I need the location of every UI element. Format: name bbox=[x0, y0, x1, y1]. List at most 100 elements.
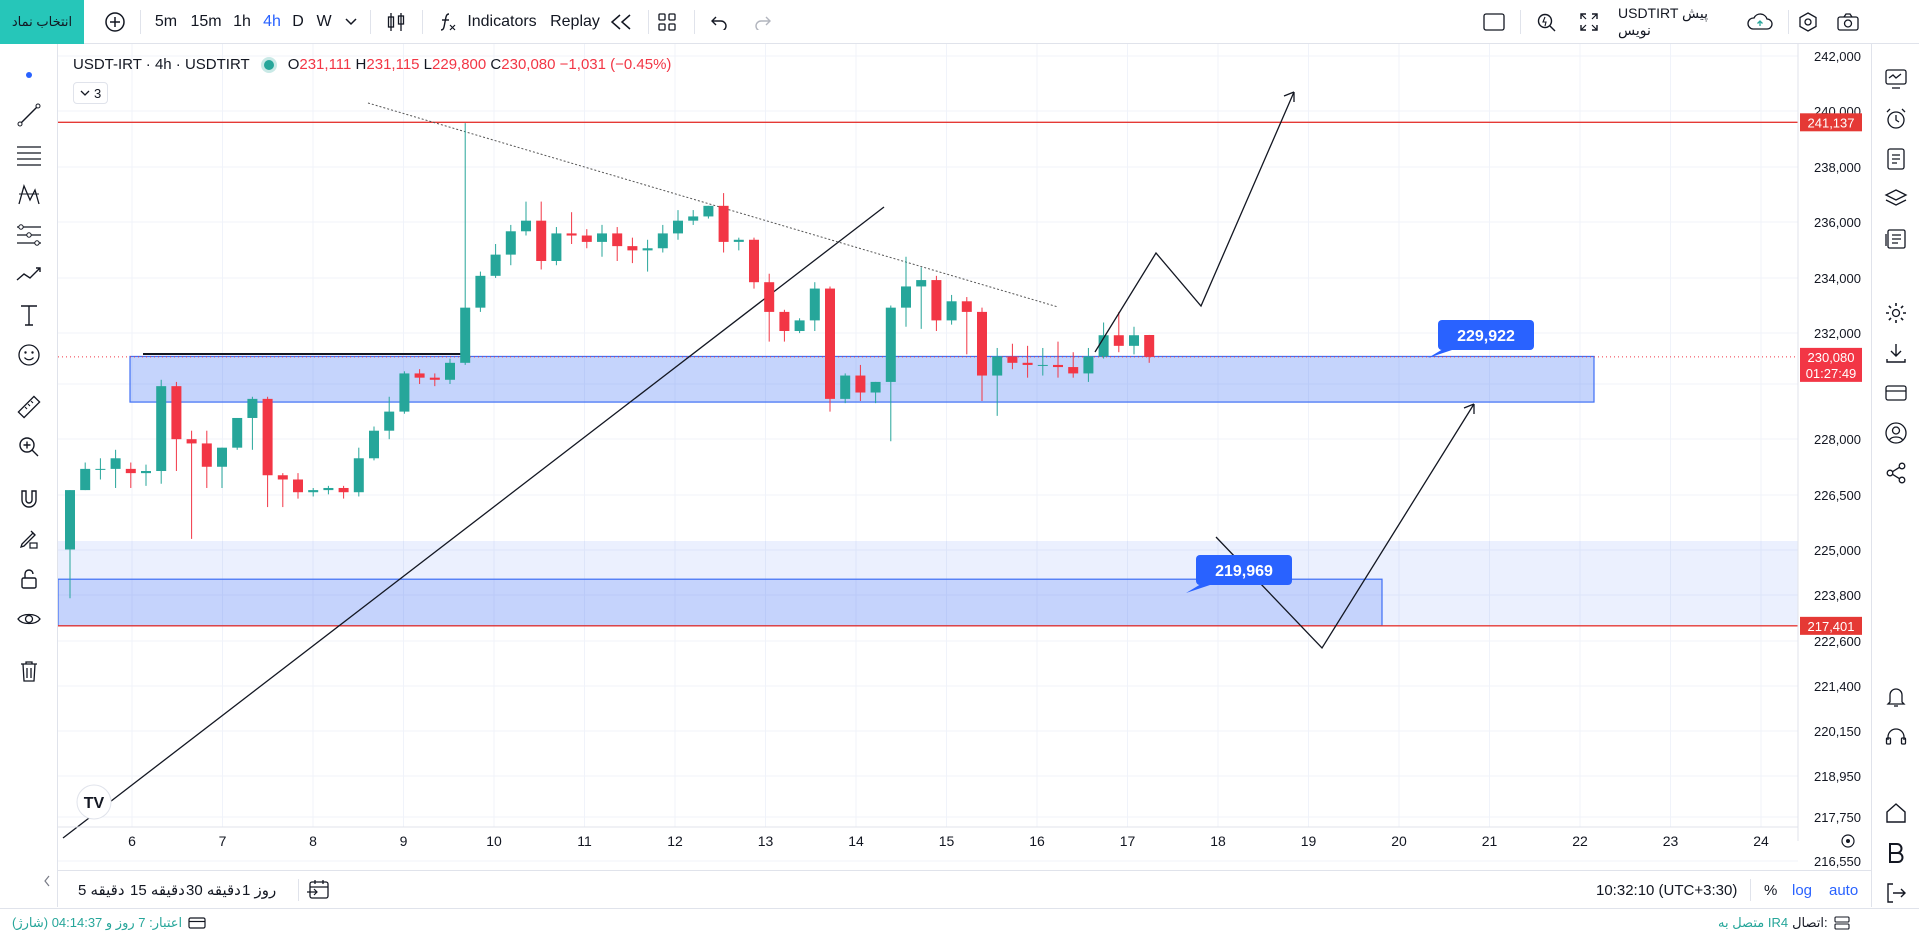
time-tick-label: 18 bbox=[1210, 833, 1226, 849]
text-tool-icon[interactable] bbox=[12, 298, 46, 332]
candle-body bbox=[521, 220, 531, 232]
replay-rewind-icon[interactable] bbox=[606, 0, 636, 44]
current-price-text: 230,080 bbox=[1808, 350, 1855, 365]
logo-badge-icon: TV bbox=[76, 784, 112, 820]
ruler-icon[interactable] bbox=[12, 390, 46, 424]
time-tick-label: 22 bbox=[1572, 833, 1588, 849]
redo-icon[interactable] bbox=[750, 0, 776, 44]
log-scale-toggle[interactable]: log bbox=[1792, 881, 1813, 899]
wallet-icon[interactable] bbox=[1879, 376, 1913, 410]
high-key: H bbox=[355, 56, 367, 73]
magnet-icon[interactable] bbox=[12, 482, 46, 516]
broker-label[interactable]: USDTIRT پیش نویس bbox=[1618, 5, 1709, 38]
timeframe-1h[interactable]: 1h bbox=[233, 13, 251, 30]
undo-icon[interactable] bbox=[706, 0, 732, 44]
gear-icon[interactable] bbox=[1879, 296, 1913, 330]
fx-icon[interactable] bbox=[434, 0, 460, 44]
notes-icon[interactable] bbox=[1879, 142, 1913, 176]
goto-date-icon[interactable] bbox=[306, 871, 332, 909]
candle-body bbox=[688, 216, 699, 221]
price-tick-label: 217,750 bbox=[1814, 810, 1861, 825]
price-chart[interactable]: 229,922219,969244,000242,000240,000238,0… bbox=[58, 44, 1871, 870]
bar-countdown-text: 01:27:49 bbox=[1806, 366, 1857, 381]
candle-body bbox=[110, 458, 121, 469]
range-5-minutes[interactable]: 5 دقیقه bbox=[78, 882, 125, 899]
eye-icon[interactable] bbox=[12, 602, 46, 636]
candle-body bbox=[490, 254, 501, 276]
candle-body bbox=[323, 487, 334, 491]
brand-b-icon[interactable] bbox=[1879, 836, 1913, 870]
timeframe-4h[interactable]: 4h bbox=[263, 13, 281, 30]
current-price-tag bbox=[1800, 347, 1862, 382]
timeframe-15m[interactable]: 15m bbox=[190, 13, 222, 30]
high-value: 231,115 bbox=[366, 56, 420, 73]
range-1-day[interactable]: 1 روز bbox=[242, 882, 277, 899]
quick-search-icon[interactable] bbox=[1532, 0, 1560, 44]
lock-icon[interactable] bbox=[12, 562, 46, 596]
chevron-down-icon[interactable] bbox=[342, 0, 360, 44]
chart-pane[interactable]: 229,922219,969244,000242,000240,000238,0… bbox=[58, 44, 1871, 907]
alarm-clock-icon[interactable] bbox=[1879, 102, 1913, 136]
symbol-search-button[interactable]: انتخاب نماد bbox=[0, 0, 84, 44]
fullscreen-square-icon[interactable] bbox=[1480, 0, 1508, 44]
indicators-button[interactable]: Indicators bbox=[467, 13, 537, 30]
candle-body bbox=[1113, 335, 1124, 346]
fib-tools-icon[interactable] bbox=[12, 218, 46, 252]
time-axis: 6 7 8 9 10 11 12 13 14 15 16 17 18 19 20 21 22 23 24 bbox=[58, 826, 1855, 849]
pattern-icon[interactable] bbox=[12, 178, 46, 212]
support-headset-icon[interactable] bbox=[1879, 720, 1913, 754]
notifications-bell-icon[interactable] bbox=[1879, 680, 1913, 714]
timeframe-d[interactable]: D bbox=[292, 13, 304, 30]
callout-box bbox=[1196, 555, 1292, 585]
symbol-title[interactable]: USDT-IRT · 4h · USDTIRT bbox=[73, 56, 250, 73]
price-tick-label: 242,000 bbox=[1814, 49, 1861, 64]
candle bbox=[901, 256, 911, 327]
divider bbox=[1750, 871, 1751, 909]
clock-timezone[interactable]: 10:32:10 (UTC+3:30) bbox=[1596, 881, 1738, 899]
cursor-dot-icon[interactable] bbox=[12, 58, 46, 92]
camera-icon[interactable] bbox=[1834, 0, 1862, 44]
candle bbox=[156, 379, 167, 484]
price-tick-label: 228,000 bbox=[1814, 432, 1861, 447]
logout-icon[interactable] bbox=[1879, 876, 1913, 910]
forecast-icon[interactable] bbox=[12, 258, 46, 292]
axis-settings-icon bbox=[1841, 834, 1855, 848]
maximize-icon[interactable] bbox=[1576, 0, 1602, 44]
price-tick-label: 232,000 bbox=[1814, 326, 1861, 341]
emoji-icon[interactable] bbox=[12, 338, 46, 372]
downtrend-line bbox=[367, 102, 1059, 308]
timeframe-5m[interactable]: 5m bbox=[154, 13, 178, 30]
range-15-minutes[interactable]: 15 دقیقه bbox=[130, 882, 185, 899]
layers-icon[interactable] bbox=[1879, 182, 1913, 216]
candle-body bbox=[1129, 335, 1139, 346]
zoom-in-icon[interactable] bbox=[12, 430, 46, 464]
candle bbox=[916, 267, 927, 329]
cloud-save-icon[interactable] bbox=[1744, 0, 1776, 44]
candles-icon[interactable] bbox=[382, 0, 410, 44]
candle-body bbox=[703, 205, 714, 217]
layout-grid-icon[interactable] bbox=[652, 0, 682, 44]
news-feed-icon[interactable] bbox=[1879, 222, 1913, 256]
collapse-arrow-icon[interactable] bbox=[40, 864, 54, 898]
candle bbox=[946, 294, 957, 325]
watchlist-icon[interactable] bbox=[1879, 62, 1913, 96]
trend-line-icon[interactable] bbox=[12, 98, 46, 132]
settings-hexagon-icon[interactable] bbox=[1794, 0, 1822, 44]
home-icon[interactable] bbox=[1879, 796, 1913, 830]
share-icon[interactable] bbox=[1879, 456, 1913, 490]
drawing-mode-icon[interactable] bbox=[12, 522, 46, 556]
add-symbol-icon[interactable] bbox=[100, 0, 130, 44]
horizontal-lines-icon[interactable] bbox=[12, 138, 46, 172]
replay-button[interactable]: Replay bbox=[550, 13, 600, 30]
trash-icon[interactable] bbox=[12, 654, 46, 688]
indicators-collapse-toggle[interactable]: 3 bbox=[73, 82, 109, 104]
callout-box bbox=[1438, 320, 1534, 350]
candle-body bbox=[460, 307, 471, 363]
percent-scale-toggle[interactable]: % bbox=[1764, 881, 1778, 899]
timeframe-w[interactable]: W bbox=[316, 13, 332, 30]
range-30-minutes[interactable]: 30 دقیقه bbox=[186, 882, 241, 899]
download-icon[interactable] bbox=[1879, 336, 1913, 370]
profile-icon[interactable] bbox=[1879, 416, 1913, 450]
auto-scale-toggle[interactable]: auto bbox=[1829, 881, 1859, 899]
candle-body bbox=[1068, 367, 1079, 374]
